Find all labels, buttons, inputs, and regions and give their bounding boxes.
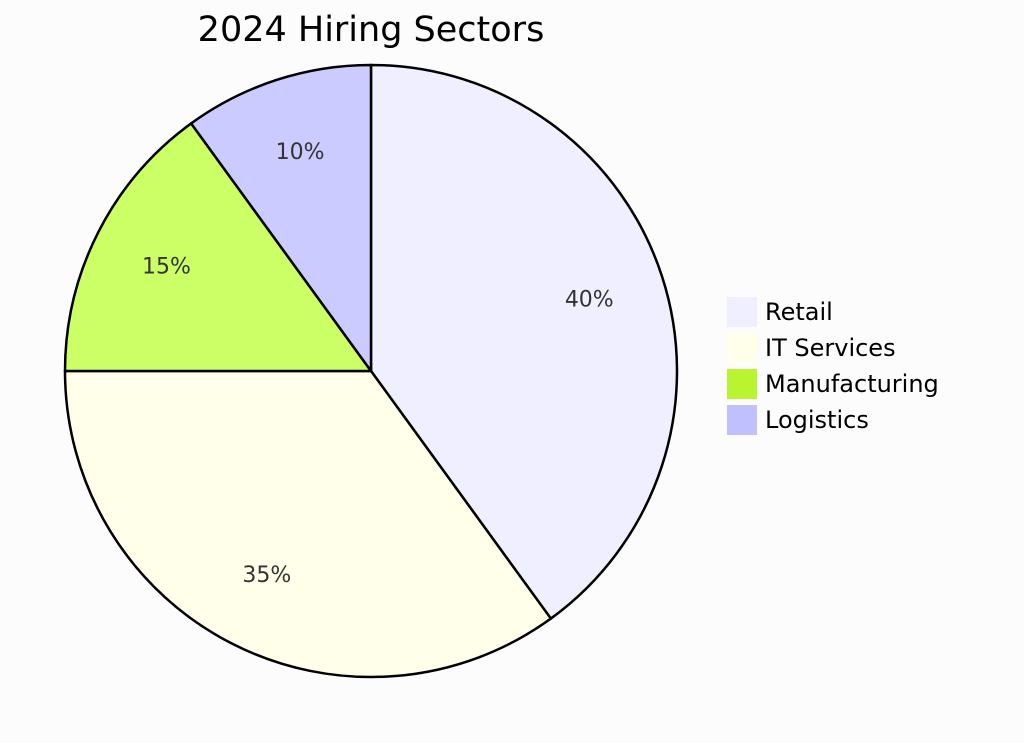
pie-slice-manufacturing xyxy=(63,122,373,373)
pie-slice-logistics xyxy=(189,63,373,373)
legend-label-it-services: IT Services xyxy=(765,334,896,362)
legend-swatch-retail xyxy=(727,297,757,327)
chart-title: 2024 Hiring Sectors xyxy=(198,10,545,50)
slice-label-logistics: 10% xyxy=(276,140,325,165)
slice-label-manufacturing: 15% xyxy=(142,254,191,279)
legend-label-manufacturing: Manufacturing xyxy=(765,370,939,398)
slice-label-it-services: 35% xyxy=(242,563,291,588)
legend-swatch-it-services xyxy=(727,333,757,363)
slice-label-retail: 40% xyxy=(565,288,614,313)
pie-slice-it-services xyxy=(63,369,553,679)
legend-label-retail: Retail xyxy=(765,298,833,326)
pie-slices xyxy=(63,63,679,679)
legend-label-logistics: Logistics xyxy=(765,406,869,434)
legend-swatch-manufacturing xyxy=(727,369,757,399)
pie-slice-retail xyxy=(369,63,679,620)
legend: Retail IT Services Manufacturing Logistics xyxy=(727,297,939,435)
legend-swatch-logistics xyxy=(727,405,757,435)
pie-slice-labels: 40% 35% 15% 10% xyxy=(142,140,614,588)
